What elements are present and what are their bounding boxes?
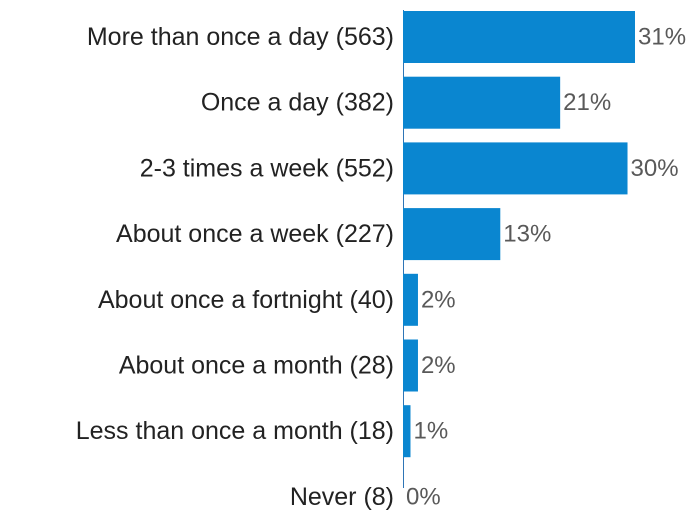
category-label: About once a month (28) — [119, 352, 394, 380]
category-label: Never (8) — [290, 483, 394, 511]
category-label: About once a week (227) — [116, 220, 394, 248]
value-label: 2% — [421, 286, 456, 313]
value-label: 30% — [631, 155, 679, 182]
bar — [403, 142, 628, 195]
value-label: 2% — [421, 352, 456, 379]
value-label: 13% — [503, 221, 551, 248]
bar — [403, 76, 561, 129]
bar — [403, 11, 635, 63]
bar — [403, 405, 411, 458]
category-label: More than once a day (563) — [87, 23, 394, 51]
value-label: 1% — [413, 418, 448, 445]
category-label: 2-3 times a week (552) — [140, 154, 394, 182]
bar — [403, 339, 418, 392]
value-label: 31% — [638, 24, 686, 51]
bar — [403, 208, 501, 261]
category-label: Less than once a month (18) — [76, 417, 394, 445]
bar — [403, 273, 418, 326]
category-label: About once a fortnight (40) — [98, 286, 394, 314]
value-label: 0% — [406, 483, 441, 510]
category-label: Once a day (382) — [201, 89, 394, 117]
value-label: 21% — [563, 89, 611, 116]
